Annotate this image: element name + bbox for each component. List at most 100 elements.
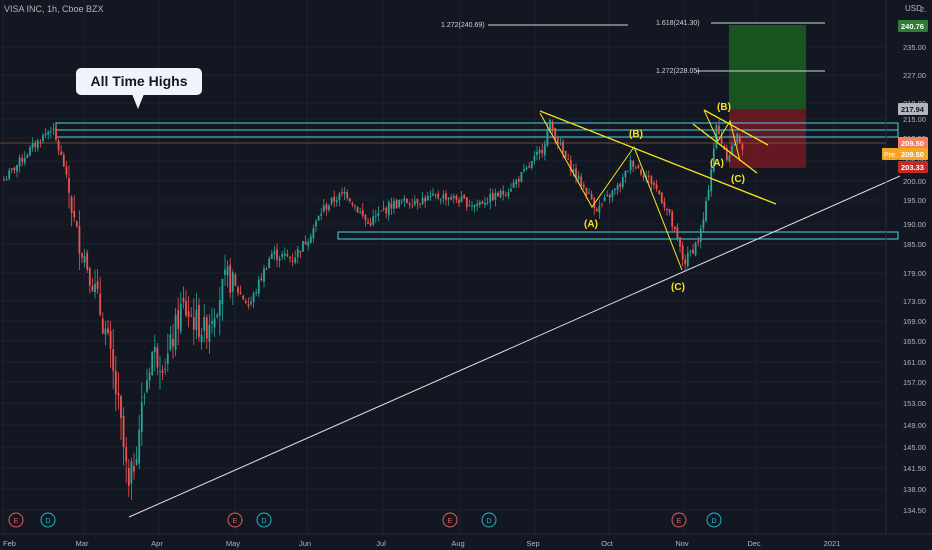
candle-body: [203, 316, 206, 332]
candle-body: [738, 135, 741, 144]
candle-body: [447, 197, 450, 200]
event-marker-label: D: [45, 518, 50, 525]
candle-body: [595, 208, 598, 212]
fib-level-label: 1.272(228.05): [656, 68, 700, 75]
candle-body: [465, 197, 468, 208]
candle-body: [330, 197, 333, 204]
fib-level-label: 1.618(241.30): [656, 20, 700, 27]
candle-body: [614, 188, 616, 191]
candle-body: [471, 205, 473, 207]
pre-market-price-tag: 209.50: [901, 150, 924, 159]
candle-body: [18, 157, 21, 167]
candle-body: [52, 128, 55, 131]
last-price-tag: 209.50: [901, 139, 924, 148]
wedge-upper-line: [703, 109, 769, 146]
price-tick-label: 185.00: [903, 240, 926, 249]
candle-body: [419, 203, 421, 205]
candle-body: [515, 180, 518, 184]
candle-body: [676, 227, 679, 239]
candle-body: [348, 198, 351, 202]
candle-body: [164, 368, 167, 371]
candle-body: [351, 202, 354, 205]
price-tick-label: 173.00: [903, 297, 926, 306]
time-tick-label: Nov: [675, 539, 689, 548]
candle-body: [484, 203, 486, 205]
candle-body: [429, 195, 432, 197]
candle-body: [239, 292, 242, 294]
price-tick-label: 153.00: [903, 399, 926, 408]
candle-body: [234, 274, 237, 286]
candle-body: [125, 446, 128, 462]
candle-body: [49, 131, 52, 133]
candle-body: [312, 228, 315, 239]
candle-body: [130, 461, 133, 484]
candle-body: [127, 467, 130, 486]
candle-body: [624, 171, 627, 178]
candle-body: [8, 170, 11, 179]
price-tick-label: 235.00: [903, 43, 926, 52]
wave-label: (B): [717, 102, 731, 113]
candle-body: [62, 154, 65, 167]
candle-body: [468, 205, 471, 207]
time-tick-label: May: [226, 539, 240, 548]
candle-body: [218, 299, 221, 316]
candle-body: [354, 205, 356, 207]
price-tick-label: 149.00: [903, 421, 926, 430]
time-tick-label: Feb: [3, 539, 16, 548]
candle-body: [338, 193, 341, 201]
candle-body: [10, 168, 13, 170]
candle-body: [289, 256, 291, 259]
time-tick-label: Apr: [151, 539, 163, 548]
price-tick-label: 2.: [920, 5, 926, 14]
candle-body: [450, 197, 453, 200]
candle-body: [109, 331, 112, 349]
candle-body: [671, 211, 674, 227]
candle-body: [382, 208, 385, 210]
wave-label: (A): [710, 158, 724, 169]
price-tick-label: 215.00: [903, 115, 926, 124]
candle-body: [575, 168, 577, 178]
candle-body: [647, 175, 650, 178]
candle-body: [556, 138, 559, 145]
candle-body: [406, 198, 408, 204]
candle-body: [26, 155, 29, 158]
candle-body: [213, 318, 216, 328]
candle-body: [341, 192, 343, 194]
candle-body: [390, 203, 393, 209]
all-time-highs-callout[interactable]: All Time Highs Zone: [76, 68, 202, 116]
candle-body: [377, 212, 380, 217]
candle-body: [395, 199, 398, 208]
candle-body: [588, 192, 590, 194]
candle-body: [276, 249, 278, 260]
dividend-marker-icon: [40, 512, 56, 528]
candle-body: [44, 133, 47, 136]
candle-body: [606, 195, 609, 197]
candle-body: [497, 192, 499, 197]
candle-body: [133, 465, 135, 472]
candle-body: [398, 199, 401, 208]
candle-body: [666, 208, 668, 210]
candle-body: [268, 258, 271, 269]
candle-body: [364, 214, 367, 221]
candle-body: [174, 315, 177, 350]
abc-wave-path: [539, 112, 683, 271]
candle-body: [400, 201, 403, 203]
candle-body: [668, 208, 671, 212]
candle-body: [255, 292, 258, 294]
candle-body: [580, 176, 583, 187]
candle-body: [426, 196, 429, 201]
long-term-uptrend-line: [128, 175, 901, 518]
candle-body: [590, 193, 593, 200]
candle-body: [634, 167, 637, 169]
event-marker-label: E: [14, 518, 19, 525]
earnings-marker-icon: [671, 512, 687, 528]
candle-body: [302, 241, 304, 252]
candle-body: [523, 168, 525, 171]
candle-body: [601, 203, 603, 205]
candle-body: [411, 205, 414, 207]
candle-body: [530, 161, 533, 168]
candle-body: [681, 245, 684, 260]
candle-body: [603, 197, 606, 202]
candle-body: [554, 127, 557, 141]
